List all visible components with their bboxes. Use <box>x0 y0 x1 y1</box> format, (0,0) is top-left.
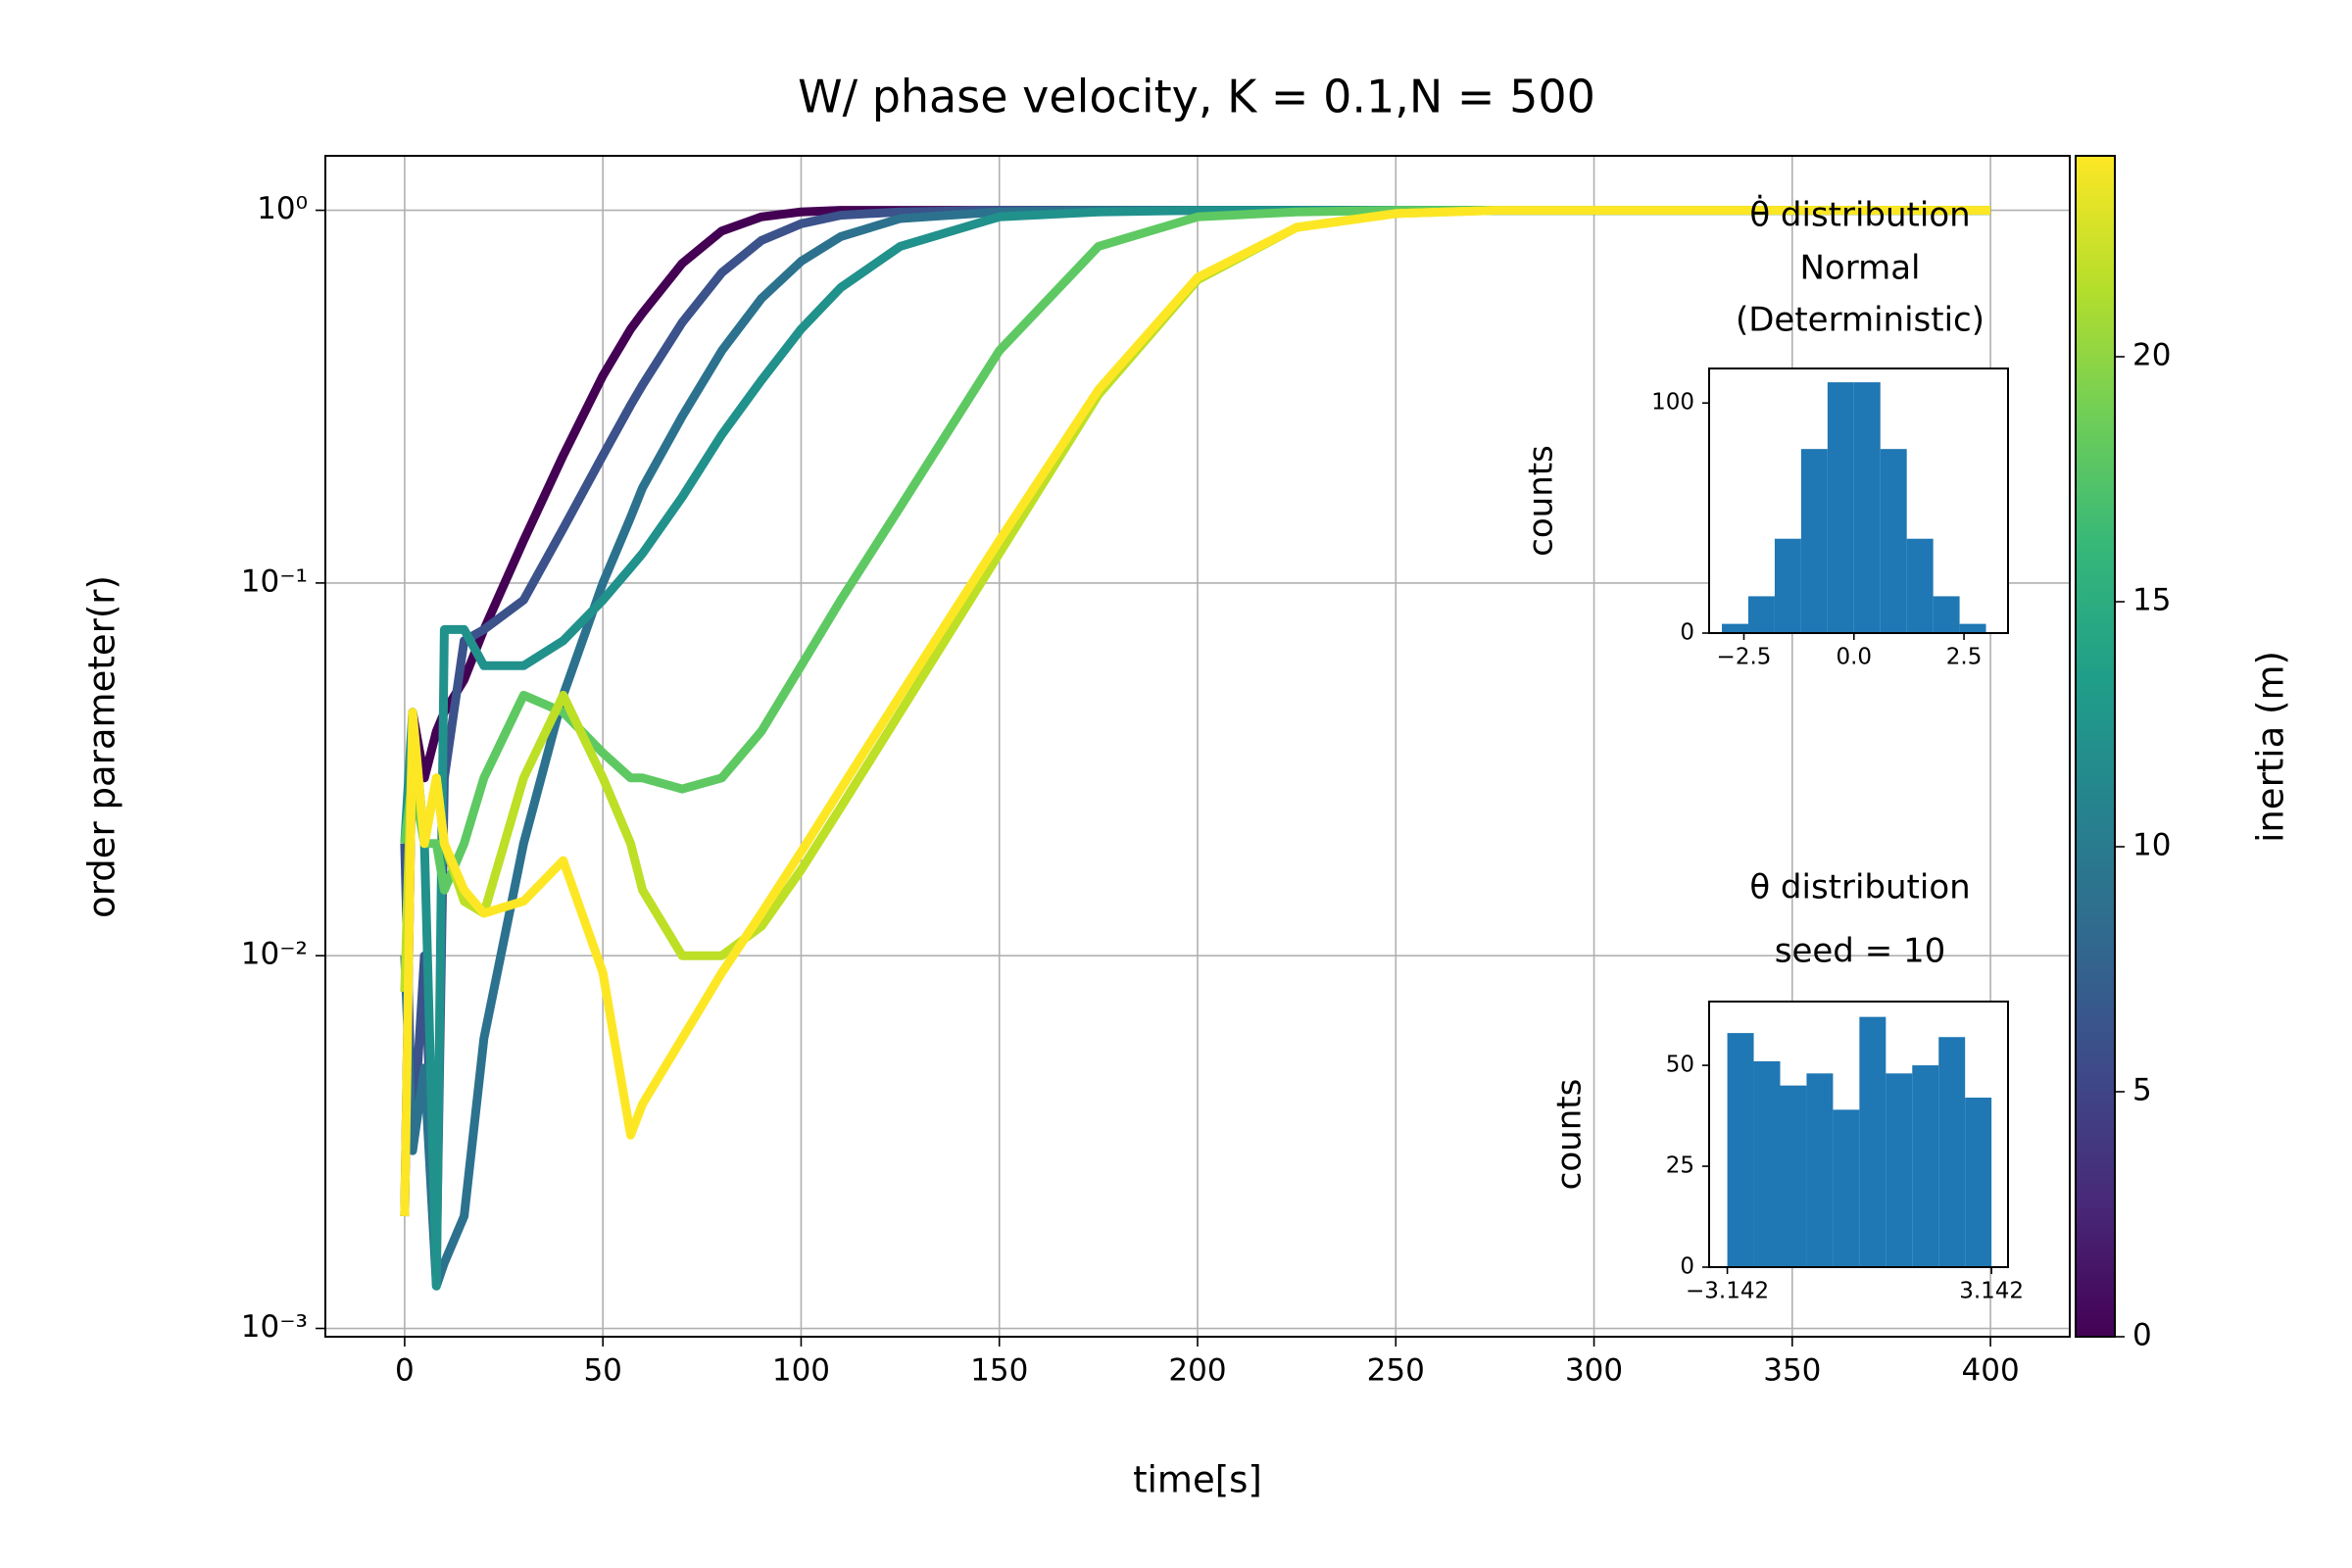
x-tick-label: 300 <box>1565 1353 1623 1389</box>
colorbar-tick-label: 0 <box>2132 1318 2152 1353</box>
chart-title: W/ phase velocity, K = 0.1,N = 500 <box>798 71 1595 123</box>
colorbar-tick-label: 5 <box>2132 1073 2152 1108</box>
lines <box>400 206 1991 1291</box>
colorbar <box>2075 155 2116 1338</box>
y-tick-label: 50 <box>1666 1053 1694 1078</box>
histogram-bar <box>1747 596 1775 633</box>
y-tick-label: 100 <box>1651 390 1694 416</box>
y-tick-label: 25 <box>1666 1153 1694 1179</box>
inset-title: seed = 10 <box>1775 932 1946 971</box>
inset-title: θ distribution <box>1749 868 1970 907</box>
histogram-bar <box>1853 382 1881 633</box>
x-tick-label: 400 <box>1962 1353 2020 1389</box>
x-tick-label: 100 <box>772 1353 830 1389</box>
y-tick-label: 0 <box>1680 1254 1694 1280</box>
histogram-bar <box>1859 1016 1886 1267</box>
inset-y-label: counts <box>1550 1079 1590 1191</box>
axes-frame <box>1708 368 2009 634</box>
histogram-bar <box>1933 596 1960 633</box>
inset-plot: −3.142 3.142 0 25 50 <box>1666 1001 2024 1304</box>
colorbar-tick-label: 15 <box>2132 583 2171 618</box>
y-tick-label: 10⁻² <box>241 937 308 972</box>
histogram-bar <box>1774 538 1801 633</box>
inset-title: (Deterministic) <box>1736 301 1984 340</box>
inset-plot: −2.5 0.0 2.5 0 100 <box>1651 368 2009 670</box>
x-tick-label: 250 <box>1367 1353 1425 1389</box>
inset-title: θ̇ distribution <box>1749 194 1970 234</box>
inset-y-label: counts <box>1522 445 1561 557</box>
x-tick-label: −2.5 <box>1717 645 1772 670</box>
axes-frame <box>1708 1001 2009 1268</box>
y-tick-label: 10⁰ <box>257 191 308 226</box>
histogram-bar <box>1959 623 1986 633</box>
x-tick-label: 0.0 <box>1836 645 1872 670</box>
y-tick-label: 0 <box>1680 620 1694 646</box>
histogram-bar <box>1833 1109 1860 1267</box>
x-tick-label: 200 <box>1168 1353 1226 1389</box>
histogram-bar <box>1806 1073 1834 1267</box>
x-tick-label: 50 <box>583 1353 621 1389</box>
x-tick-label: 3.142 <box>1959 1279 2024 1304</box>
y-axis-label: order parameter(r) <box>81 575 123 918</box>
histogram-bar <box>1886 1073 1913 1267</box>
x-tick-label: 150 <box>970 1353 1028 1389</box>
histogram-bar <box>1880 449 1907 633</box>
x-axis-label: time[s] <box>1133 1459 1262 1501</box>
histogram-bar <box>1965 1098 1992 1267</box>
x-tick-label: 0 <box>395 1353 415 1389</box>
y-tick-label: 10⁻³ <box>241 1309 308 1345</box>
histogram-bar <box>1727 1033 1754 1267</box>
x-tick-label: 350 <box>1763 1353 1821 1389</box>
histogram-bar <box>1912 1065 1939 1267</box>
colorbar-tick-label: 20 <box>2132 338 2171 373</box>
series-line <box>400 206 1991 1217</box>
x-tick-label: 2.5 <box>1946 645 1983 670</box>
colorbar-tick-label: 10 <box>2132 828 2171 863</box>
x-tick-label: −3.142 <box>1686 1279 1769 1304</box>
colorbar-label: inertia (m) <box>2250 651 2292 843</box>
histogram-bar <box>1938 1037 1966 1267</box>
axes-frame <box>324 155 2071 1338</box>
histogram-bar <box>1722 623 1748 633</box>
histogram-bar <box>1800 449 1828 633</box>
histogram-bar <box>1906 538 1934 633</box>
histogram-bar <box>1827 382 1854 633</box>
histogram-bar <box>1753 1060 1781 1267</box>
inset-title: Normal <box>1799 249 1920 288</box>
histogram-bar <box>1780 1085 1807 1267</box>
y-tick-label: 10⁻¹ <box>241 564 308 599</box>
